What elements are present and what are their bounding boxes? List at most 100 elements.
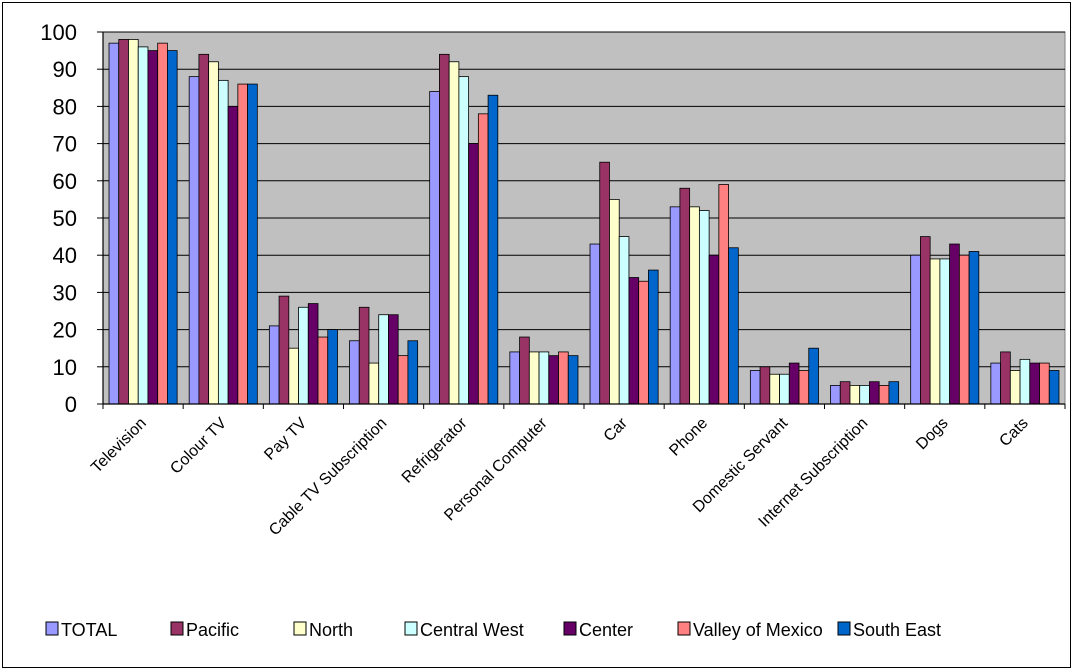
bar [468, 143, 479, 405]
bar [929, 258, 941, 405]
bar [278, 295, 290, 405]
bar [618, 236, 630, 405]
legend-label: Center [579, 620, 633, 640]
bar [990, 362, 1001, 405]
bar [779, 373, 790, 405]
bar [288, 347, 299, 405]
y-tick-label: 60 [53, 169, 77, 194]
y-tick-label: 10 [53, 355, 77, 380]
bar [728, 247, 739, 405]
bar [137, 46, 149, 405]
bar [968, 251, 980, 405]
bar [487, 94, 499, 405]
bar [519, 336, 530, 405]
y-tick-label: 20 [53, 318, 77, 343]
bar [939, 258, 951, 405]
y-tick-label: 100 [40, 20, 77, 45]
y-tick-label: 90 [53, 57, 77, 82]
bar [1029, 362, 1040, 405]
bar [689, 206, 700, 405]
legend-label: North [309, 620, 353, 640]
legend-swatch [563, 621, 577, 636]
bar [429, 91, 440, 405]
y-tick-label: 80 [53, 94, 77, 119]
x-tick-label: Cats [996, 415, 1031, 450]
bar [759, 366, 771, 405]
y-axis-ticks: 0 10 20 30 40 50 60 70 80 90 100 [40, 20, 103, 417]
bar [439, 53, 450, 405]
bar [538, 351, 550, 405]
bar [718, 184, 729, 405]
bar [167, 50, 178, 405]
legend-label: South East [853, 620, 941, 640]
bar [949, 243, 960, 405]
y-tick-label: 70 [53, 132, 77, 157]
legend-label: TOTAL [61, 620, 117, 640]
bar [648, 269, 659, 405]
bar [477, 113, 489, 405]
y-tick-label: 50 [53, 206, 77, 231]
bar [128, 39, 139, 405]
bar [567, 355, 579, 405]
bar [769, 373, 780, 405]
legend: TOTAL Pacific North Central West Center Valle… [45, 620, 941, 640]
bar [349, 340, 360, 405]
bar [317, 336, 329, 405]
bar [558, 351, 569, 405]
bar [217, 79, 229, 405]
bar [307, 303, 319, 405]
bar [958, 254, 970, 405]
bar [548, 355, 559, 405]
x-tick-label: Refrigerator [399, 414, 471, 486]
legend-swatch [293, 621, 307, 636]
bars [108, 39, 1060, 405]
bar [458, 76, 470, 405]
bar [188, 76, 200, 405]
bar [237, 83, 248, 405]
bar [198, 53, 210, 405]
x-tick-label: Car [601, 414, 632, 445]
bar [920, 236, 931, 405]
bar [147, 50, 159, 405]
bar [869, 381, 880, 405]
x-tick-label: Phone [666, 415, 711, 460]
bar [528, 351, 540, 405]
x-tick-label: Colour TV [167, 415, 230, 478]
bar [849, 384, 861, 405]
bar [888, 381, 900, 405]
bar [708, 254, 720, 405]
y-tick-label: 40 [53, 243, 77, 268]
bar [358, 306, 370, 405]
bar [298, 306, 309, 405]
bar [878, 384, 890, 405]
bar [268, 325, 280, 405]
bar [1048, 370, 1060, 405]
bar [1000, 351, 1011, 405]
bar [830, 384, 841, 405]
x-tick-label: Dogs [913, 415, 951, 453]
bar [208, 61, 219, 405]
bar [407, 340, 419, 405]
gridlines [103, 31, 1065, 368]
bar [118, 39, 129, 405]
y-tick-label: 0 [65, 392, 77, 417]
legend-label: Central West [420, 620, 524, 640]
legend-label: Valley of Mexico [693, 620, 823, 640]
y-tick-label: 30 [53, 280, 77, 305]
legend-swatch [45, 621, 59, 636]
bar [749, 370, 761, 405]
bar [509, 351, 520, 405]
bar [397, 355, 409, 405]
bar [839, 381, 851, 405]
x-tick-label: Pay TV [261, 415, 310, 464]
bar [808, 347, 819, 405]
legend-swatch [837, 621, 851, 636]
bar [448, 61, 460, 405]
bar [859, 384, 870, 405]
legend-label: Pacific [186, 620, 239, 640]
bar [798, 370, 810, 405]
bar [698, 210, 710, 405]
bar [679, 187, 691, 405]
